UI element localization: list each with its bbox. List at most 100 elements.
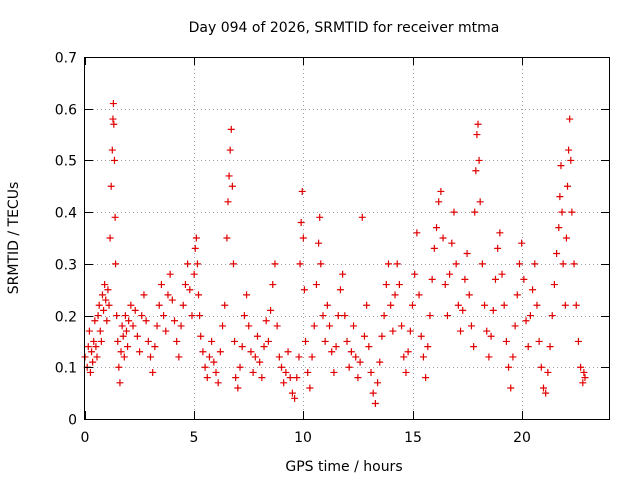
data-point bbox=[188, 312, 196, 320]
data-point bbox=[308, 353, 316, 361]
data-point bbox=[326, 322, 334, 330]
data-point bbox=[461, 275, 469, 283]
data-point bbox=[494, 244, 502, 252]
data-point bbox=[296, 260, 304, 268]
data-point bbox=[428, 275, 436, 283]
data-point bbox=[306, 384, 314, 392]
data-point bbox=[85, 327, 93, 335]
data-point bbox=[249, 368, 257, 376]
data-point bbox=[142, 317, 150, 325]
data-point bbox=[115, 363, 123, 371]
data-point bbox=[446, 270, 454, 278]
data-point bbox=[491, 275, 499, 283]
data-point bbox=[190, 270, 198, 278]
data-point bbox=[437, 187, 445, 195]
data-point bbox=[267, 306, 275, 314]
data-point bbox=[341, 312, 349, 320]
data-point bbox=[273, 322, 281, 330]
data-point bbox=[298, 187, 306, 195]
data-point bbox=[114, 337, 122, 345]
data-point bbox=[561, 301, 569, 309]
data-point bbox=[542, 389, 550, 397]
data-point bbox=[430, 244, 438, 252]
data-point bbox=[238, 343, 246, 351]
data-point bbox=[502, 337, 510, 345]
data-point bbox=[95, 301, 103, 309]
data-point bbox=[568, 208, 576, 216]
data-point bbox=[162, 327, 170, 335]
data-point bbox=[580, 368, 588, 376]
data-point bbox=[184, 260, 192, 268]
data-point bbox=[354, 374, 362, 382]
data-point bbox=[540, 384, 547, 392]
data-point bbox=[205, 353, 213, 361]
data-point bbox=[108, 146, 116, 154]
data-point bbox=[109, 100, 117, 108]
data-point bbox=[339, 270, 347, 278]
y-axis-label: SRMTID / TECUs bbox=[6, 182, 22, 295]
data-point bbox=[247, 348, 255, 356]
data-points bbox=[81, 100, 589, 407]
data-point bbox=[105, 301, 113, 309]
data-point bbox=[164, 291, 172, 299]
data-point bbox=[300, 286, 308, 294]
data-point bbox=[129, 322, 137, 330]
data-point bbox=[332, 343, 340, 351]
data-point bbox=[93, 353, 101, 361]
data-point bbox=[406, 327, 414, 335]
data-point bbox=[112, 260, 120, 268]
x-tick-label: 5 bbox=[190, 430, 199, 446]
data-point bbox=[243, 291, 251, 299]
data-point bbox=[104, 286, 112, 294]
data-point bbox=[422, 374, 430, 382]
data-point bbox=[284, 348, 292, 356]
data-point bbox=[558, 208, 566, 216]
data-point bbox=[186, 286, 194, 294]
data-point bbox=[195, 291, 203, 299]
data-point bbox=[546, 343, 554, 351]
data-point bbox=[282, 368, 290, 376]
data-point bbox=[511, 322, 519, 330]
data-point bbox=[88, 348, 96, 356]
plot-frame bbox=[84, 57, 610, 420]
data-point bbox=[102, 296, 110, 304]
data-point bbox=[387, 301, 395, 309]
data-point bbox=[312, 281, 320, 289]
data-point bbox=[107, 182, 115, 190]
data-point bbox=[94, 312, 102, 320]
data-point bbox=[574, 337, 582, 345]
data-point bbox=[117, 348, 125, 356]
data-point bbox=[535, 337, 543, 345]
data-point bbox=[533, 301, 541, 309]
data-point bbox=[208, 337, 216, 345]
data-point bbox=[537, 363, 545, 371]
data-point bbox=[483, 327, 491, 335]
data-point bbox=[219, 322, 227, 330]
data-point bbox=[356, 358, 364, 366]
data-point bbox=[475, 156, 483, 164]
data-point bbox=[559, 260, 567, 268]
data-point bbox=[153, 322, 161, 330]
x-tick-label: 20 bbox=[513, 430, 531, 446]
data-point bbox=[391, 291, 399, 299]
data-point bbox=[271, 260, 279, 268]
data-point bbox=[330, 368, 338, 376]
data-point bbox=[286, 374, 294, 382]
data-point bbox=[529, 286, 537, 294]
data-point bbox=[197, 332, 205, 340]
data-point bbox=[489, 306, 497, 314]
data-point bbox=[319, 312, 327, 320]
data-point bbox=[98, 291, 106, 299]
data-point bbox=[321, 337, 329, 345]
data-point bbox=[216, 348, 224, 356]
data-point bbox=[450, 208, 458, 216]
data-point bbox=[151, 343, 159, 351]
data-point bbox=[380, 312, 388, 320]
data-point bbox=[228, 182, 236, 190]
data-point bbox=[393, 260, 401, 268]
data-point bbox=[181, 281, 189, 289]
data-point bbox=[199, 348, 207, 356]
data-point bbox=[471, 208, 479, 216]
data-point bbox=[101, 281, 109, 289]
data-point bbox=[224, 198, 232, 206]
